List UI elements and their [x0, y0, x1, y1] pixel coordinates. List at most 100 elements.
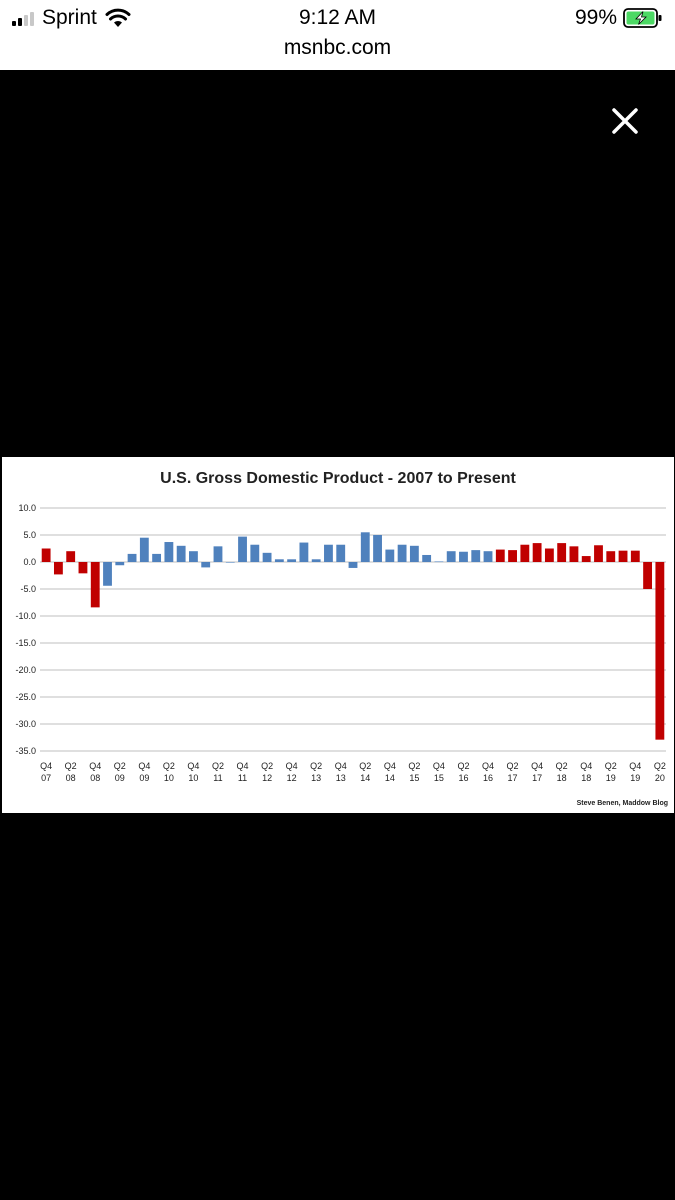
carrier-group: Sprint	[12, 6, 131, 30]
x-tick-label: Q2 14	[359, 761, 371, 783]
x-tick-label: Q4 13	[335, 761, 347, 783]
bar	[557, 543, 567, 562]
bar	[287, 559, 297, 562]
bar	[606, 551, 616, 562]
bar	[544, 548, 554, 562]
y-tick-label: 10.0	[18, 503, 36, 513]
x-tick-label: Q4 10	[187, 761, 199, 783]
chart-title: U.S. Gross Domestic Product - 2007 to Pr…	[160, 470, 516, 487]
bar	[434, 561, 444, 563]
bar	[78, 562, 88, 574]
x-tick-label: Q2 18	[556, 761, 568, 783]
bar	[581, 556, 591, 562]
gdp-bar-chart: U.S. Gross Domestic Product - 2007 to Pr…	[15, 470, 668, 807]
bar	[348, 562, 358, 568]
x-tick-label: Q4 12	[286, 761, 298, 783]
bar	[655, 562, 665, 740]
bar	[459, 551, 468, 562]
bar	[409, 545, 419, 562]
bar	[471, 550, 481, 562]
bar	[373, 535, 382, 562]
x-tick-label: Q4 14	[384, 761, 396, 783]
x-tick-label: Q4 08	[89, 761, 101, 783]
y-tick-label: -35.0	[15, 746, 36, 756]
y-tick-label: -25.0	[15, 692, 36, 702]
bar	[630, 550, 640, 562]
x-tick-label: Q4 11	[237, 761, 249, 783]
x-tick-label: Q4 16	[482, 761, 494, 783]
carrier-name: Sprint	[42, 6, 97, 29]
y-tick-label: 5.0	[23, 530, 36, 540]
x-tick-label: Q2 08	[65, 761, 77, 783]
y-tick-label: -30.0	[15, 719, 36, 729]
x-tick-label: Q2 17	[507, 761, 519, 783]
bar	[238, 536, 247, 562]
y-tick-label: 0.0	[23, 557, 36, 567]
y-tick-label: -20.0	[15, 665, 36, 675]
bar	[495, 549, 505, 562]
bar	[201, 562, 211, 568]
x-tick-label: Q2 09	[114, 761, 126, 783]
bar	[41, 548, 51, 562]
chart-credit: Steve Benen, Maddow Blog	[577, 800, 668, 807]
bar	[164, 542, 174, 562]
bar	[385, 549, 395, 562]
bar	[53, 562, 63, 575]
bar	[508, 550, 517, 562]
bar	[103, 562, 112, 586]
bar	[250, 544, 260, 562]
bar	[483, 551, 493, 562]
bar	[594, 545, 603, 562]
y-tick-label: -10.0	[15, 611, 36, 621]
chart-image: U.S. Gross Domestic Product - 2007 to Pr…	[2, 457, 674, 813]
wifi-icon	[105, 8, 131, 27]
clock: 9:12 AM	[298, 6, 377, 29]
bar	[569, 546, 579, 562]
bar	[324, 544, 333, 562]
page-url[interactable]: msnbc.com	[283, 36, 392, 59]
x-tick-label: Q2 20	[654, 761, 666, 783]
x-tick-label: Q2 11	[212, 761, 224, 783]
bar	[213, 546, 223, 562]
battery-charging-icon	[623, 8, 662, 28]
x-tick-label: Q2 12	[261, 761, 273, 783]
bar	[520, 544, 530, 562]
bar	[643, 562, 653, 589]
battery-group: 99%	[575, 6, 663, 30]
x-tick-label: Q2 19	[605, 761, 617, 783]
bar	[360, 532, 370, 562]
bar	[176, 545, 186, 562]
bar	[90, 562, 100, 608]
bar	[618, 550, 628, 562]
bar	[139, 537, 149, 562]
bar	[115, 562, 125, 566]
y-tick-label: -5.0	[20, 584, 36, 594]
x-tick-label: Q4 07	[40, 761, 52, 783]
x-tick-label: Q2 10	[163, 761, 175, 783]
status-bar: Sprint 9:12 AM msnbc.com 99%	[0, 0, 675, 70]
bar	[532, 543, 542, 562]
x-tick-label: Q2 15	[408, 761, 420, 783]
x-tick-label: Q2 16	[457, 761, 469, 783]
bar	[274, 559, 284, 562]
bar	[299, 542, 309, 562]
x-tick-label: Q4 19	[629, 761, 641, 783]
bar	[262, 552, 272, 562]
bar	[446, 551, 456, 562]
x-tick-label: Q4 09	[138, 761, 150, 783]
x-tick-label: Q4 18	[580, 761, 592, 783]
bar	[66, 551, 76, 562]
bar	[127, 553, 137, 562]
x-tick-label: Q4 17	[531, 761, 543, 783]
signal-bars-icon	[12, 10, 34, 26]
bar	[225, 562, 235, 563]
bar	[152, 553, 162, 562]
x-tick-label: Q2 13	[310, 761, 322, 783]
bar	[189, 551, 198, 562]
battery-percent: 99%	[574, 6, 617, 29]
bar	[311, 559, 321, 562]
bar	[397, 544, 407, 562]
y-tick-label: -15.0	[15, 638, 36, 648]
close-icon[interactable]	[604, 100, 646, 142]
x-tick-label: Q4 15	[433, 761, 445, 783]
